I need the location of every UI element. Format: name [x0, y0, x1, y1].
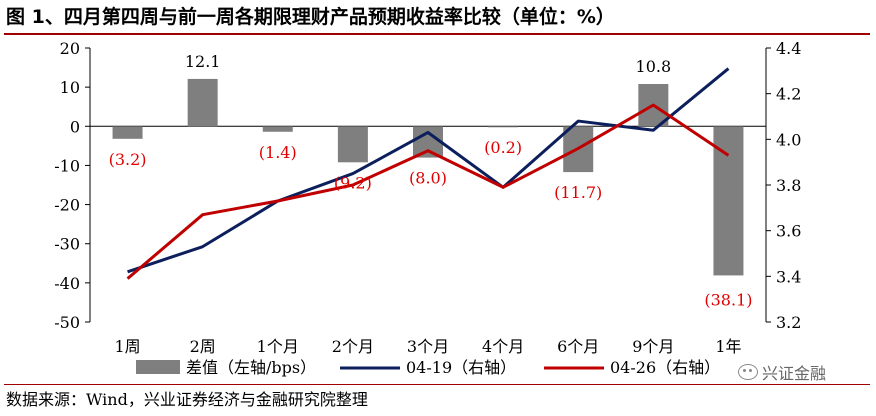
right-tick-label: 3.2 [776, 313, 801, 332]
bar-data-label: 10.8 [636, 57, 672, 76]
bar-data-label: (11.7) [554, 183, 602, 202]
legend-label-bars: 差值（左轴/bps） [186, 358, 316, 377]
bar [112, 126, 143, 139]
x-tick-label: 4个月 [482, 337, 524, 356]
right-tick-label: 4.0 [776, 130, 801, 149]
watermark: 兴证金融 [738, 360, 826, 384]
axes: 20 10 0 -10 -20 -30 -40 -50 4.4 4.2 4.0 3.8 3.6 3.4 3.… [54, 39, 801, 356]
bar [262, 126, 293, 132]
right-tick-label: 3.4 [776, 267, 801, 286]
right-tick-label: 3.8 [776, 176, 801, 195]
bar-data-label: 12.1 [185, 52, 221, 71]
chart-title: 图 1、四月第四周与前一周各期限理财产品预期收益率比较（单位：%） [6, 6, 615, 28]
left-tick-label: 0 [70, 117, 80, 136]
left-tick-label: 20 [60, 39, 80, 58]
legend: 差值（左轴/bps） 04-19（右轴） 04-26（右轴） [136, 358, 720, 377]
data-labels: (3.2) 12.1 (1.4) (9.2) (8.0) (0.2) (11.7) 10.8 (… [109, 52, 753, 309]
left-tick-label: -50 [54, 313, 80, 332]
left-tick-label: -40 [54, 274, 80, 293]
legend-label-0426: 04-26（右轴） [610, 358, 720, 377]
x-tick-label: 2个月 [332, 337, 374, 356]
legend-label-0419: 04-19（右轴） [406, 358, 516, 377]
right-tick-label: 4.2 [776, 85, 801, 104]
bar [187, 78, 218, 127]
bar-data-label: (0.2) [484, 138, 522, 157]
right-tick-label: 3.6 [776, 222, 801, 241]
bar-data-label: (38.1) [704, 290, 752, 309]
bar [337, 126, 368, 163]
legend-swatch-bars [136, 360, 180, 374]
series-line-0426 [126, 103, 730, 280]
x-tick-label: 1个月 [257, 337, 299, 356]
right-tick-label: 4.4 [776, 39, 801, 58]
bar-data-label: (9.2) [334, 173, 372, 192]
bar [713, 126, 744, 276]
watermark-text: 兴证金融 [762, 364, 827, 383]
bar-data-label: (1.4) [259, 143, 297, 162]
x-tick-label: 6个月 [557, 337, 599, 356]
wechat-icon [738, 364, 758, 380]
x-tick-label: 1年 [715, 337, 741, 356]
series-line-0419 [127, 67, 730, 274]
title-divider [4, 33, 870, 35]
bar-data-label: (3.2) [109, 150, 147, 169]
bar-line-chart: 20 10 0 -10 -20 -30 -40 -50 4.4 4.2 4.0 3.8 3.6 3.4 3.… [54, 39, 801, 377]
series-lines [126, 67, 730, 280]
left-tick-label: 10 [60, 78, 80, 97]
bar-data-label: (8.0) [409, 169, 447, 188]
source-divider [4, 384, 870, 385]
x-tick-label: 9个月 [632, 337, 674, 356]
x-tick-label: 2周 [190, 337, 216, 356]
source-note: 数据来源：Wind，兴业证券经济与金融研究院整理 [6, 390, 368, 409]
x-tick-label: 1周 [114, 337, 140, 356]
left-tick-label: -30 [54, 235, 80, 254]
bar [488, 126, 519, 128]
left-tick-label: -20 [54, 196, 80, 215]
left-tick-label: -10 [54, 156, 80, 175]
x-tick-label: 3个月 [407, 337, 449, 356]
bars [112, 78, 744, 276]
